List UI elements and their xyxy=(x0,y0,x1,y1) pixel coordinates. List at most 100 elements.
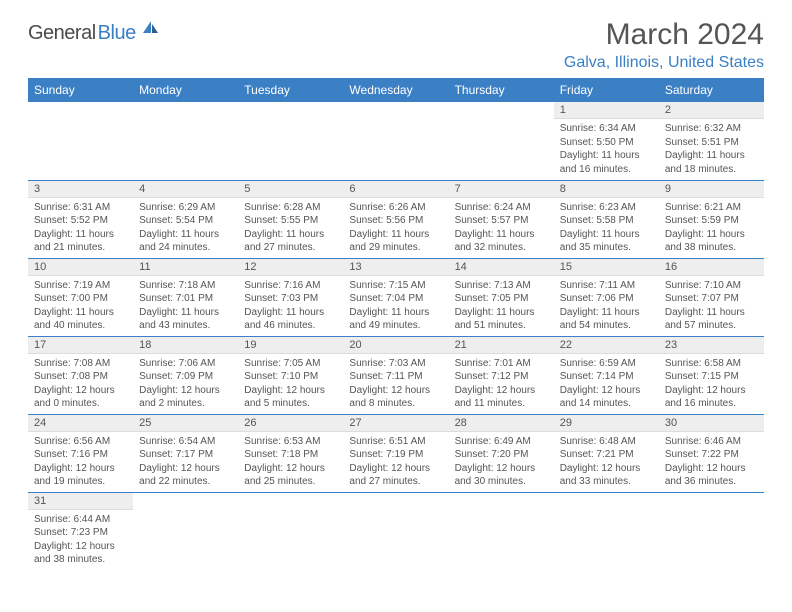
day-content: Sunrise: 6:49 AMSunset: 7:20 PMDaylight:… xyxy=(449,432,554,492)
calendar-day-cell: 16Sunrise: 7:10 AMSunset: 7:07 PMDayligh… xyxy=(659,258,764,336)
sunset-line: Sunset: 7:01 PM xyxy=(139,292,232,306)
sunrise-line: Sunrise: 6:28 AM xyxy=(244,201,337,215)
sunset-line: Sunset: 7:03 PM xyxy=(244,292,337,306)
day-number: 6 xyxy=(343,181,448,198)
header: GeneralBlue March 2024 Galva, Illinois, … xyxy=(28,18,764,72)
calendar-row: 3Sunrise: 6:31 AMSunset: 5:52 PMDaylight… xyxy=(28,180,764,258)
sunset-line: Sunset: 7:07 PM xyxy=(665,292,758,306)
logo-text-blue: Blue xyxy=(98,22,136,45)
day-content: Sunrise: 7:11 AMSunset: 7:06 PMDaylight:… xyxy=(554,276,659,336)
sunrise-line: Sunrise: 6:59 AM xyxy=(560,357,653,371)
calendar-day-cell: 29Sunrise: 6:48 AMSunset: 7:21 PMDayligh… xyxy=(554,414,659,492)
location: Galva, Illinois, United States xyxy=(564,54,764,72)
calendar-day-cell: 2Sunrise: 6:32 AMSunset: 5:51 PMDaylight… xyxy=(659,102,764,180)
day-content: Sunrise: 6:29 AMSunset: 5:54 PMDaylight:… xyxy=(133,198,238,258)
day-number: 8 xyxy=(554,181,659,198)
day-number: 22 xyxy=(554,337,659,354)
day-number: 1 xyxy=(554,102,659,119)
day-number: 11 xyxy=(133,259,238,276)
weekday-header: Friday xyxy=(554,78,659,102)
daylight-line: Daylight: 11 hours and 18 minutes. xyxy=(665,149,758,176)
calendar-day-cell: 13Sunrise: 7:15 AMSunset: 7:04 PMDayligh… xyxy=(343,258,448,336)
sunset-line: Sunset: 7:23 PM xyxy=(34,526,127,540)
calendar-day-cell: 17Sunrise: 7:08 AMSunset: 7:08 PMDayligh… xyxy=(28,336,133,414)
day-number: 29 xyxy=(554,415,659,432)
calendar-day-cell: 1Sunrise: 6:34 AMSunset: 5:50 PMDaylight… xyxy=(554,102,659,180)
day-content: Sunrise: 7:16 AMSunset: 7:03 PMDaylight:… xyxy=(238,276,343,336)
calendar-empty-cell xyxy=(343,102,448,180)
sunset-line: Sunset: 7:04 PM xyxy=(349,292,442,306)
day-content: Sunrise: 6:59 AMSunset: 7:14 PMDaylight:… xyxy=(554,354,659,414)
day-content: Sunrise: 7:19 AMSunset: 7:00 PMDaylight:… xyxy=(28,276,133,336)
day-number: 17 xyxy=(28,337,133,354)
sunset-line: Sunset: 7:19 PM xyxy=(349,448,442,462)
day-number: 9 xyxy=(659,181,764,198)
day-content: Sunrise: 7:13 AMSunset: 7:05 PMDaylight:… xyxy=(449,276,554,336)
daylight-line: Daylight: 12 hours and 8 minutes. xyxy=(349,384,442,411)
sunset-line: Sunset: 5:52 PM xyxy=(34,214,127,228)
sunset-line: Sunset: 5:54 PM xyxy=(139,214,232,228)
calendar-day-cell: 6Sunrise: 6:26 AMSunset: 5:56 PMDaylight… xyxy=(343,180,448,258)
sunset-line: Sunset: 7:10 PM xyxy=(244,370,337,384)
day-number: 18 xyxy=(133,337,238,354)
calendar-day-cell: 8Sunrise: 6:23 AMSunset: 5:58 PMDaylight… xyxy=(554,180,659,258)
day-content: Sunrise: 6:23 AMSunset: 5:58 PMDaylight:… xyxy=(554,198,659,258)
sunrise-line: Sunrise: 6:24 AM xyxy=(455,201,548,215)
month-title: March 2024 xyxy=(564,18,764,52)
sunrise-line: Sunrise: 6:48 AM xyxy=(560,435,653,449)
day-content: Sunrise: 7:10 AMSunset: 7:07 PMDaylight:… xyxy=(659,276,764,336)
sunrise-line: Sunrise: 7:16 AM xyxy=(244,279,337,293)
weekday-header: Wednesday xyxy=(343,78,448,102)
daylight-line: Daylight: 11 hours and 43 minutes. xyxy=(139,306,232,333)
day-content: Sunrise: 7:05 AMSunset: 7:10 PMDaylight:… xyxy=(238,354,343,414)
calendar-day-cell: 20Sunrise: 7:03 AMSunset: 7:11 PMDayligh… xyxy=(343,336,448,414)
day-number: 10 xyxy=(28,259,133,276)
day-number: 14 xyxy=(449,259,554,276)
daylight-line: Daylight: 12 hours and 38 minutes. xyxy=(34,540,127,567)
day-number: 4 xyxy=(133,181,238,198)
day-content: Sunrise: 6:32 AMSunset: 5:51 PMDaylight:… xyxy=(659,119,764,179)
calendar-row: 17Sunrise: 7:08 AMSunset: 7:08 PMDayligh… xyxy=(28,336,764,414)
calendar-day-cell: 10Sunrise: 7:19 AMSunset: 7:00 PMDayligh… xyxy=(28,258,133,336)
sunrise-line: Sunrise: 6:34 AM xyxy=(560,122,653,136)
sunrise-line: Sunrise: 7:01 AM xyxy=(455,357,548,371)
sunrise-line: Sunrise: 6:58 AM xyxy=(665,357,758,371)
daylight-line: Daylight: 11 hours and 40 minutes. xyxy=(34,306,127,333)
daylight-line: Daylight: 12 hours and 11 minutes. xyxy=(455,384,548,411)
day-content: Sunrise: 7:06 AMSunset: 7:09 PMDaylight:… xyxy=(133,354,238,414)
calendar-empty-cell xyxy=(238,102,343,180)
daylight-line: Daylight: 12 hours and 19 minutes. xyxy=(34,462,127,489)
sunset-line: Sunset: 7:15 PM xyxy=(665,370,758,384)
day-content: Sunrise: 6:31 AMSunset: 5:52 PMDaylight:… xyxy=(28,198,133,258)
sunrise-line: Sunrise: 7:13 AM xyxy=(455,279,548,293)
day-number: 28 xyxy=(449,415,554,432)
day-number: 16 xyxy=(659,259,764,276)
daylight-line: Daylight: 12 hours and 16 minutes. xyxy=(665,384,758,411)
daylight-line: Daylight: 12 hours and 14 minutes. xyxy=(560,384,653,411)
weekday-header: Saturday xyxy=(659,78,764,102)
day-number: 2 xyxy=(659,102,764,119)
calendar-day-cell: 3Sunrise: 6:31 AMSunset: 5:52 PMDaylight… xyxy=(28,180,133,258)
weekday-header-row: SundayMondayTuesdayWednesdayThursdayFrid… xyxy=(28,78,764,102)
sunrise-line: Sunrise: 6:46 AM xyxy=(665,435,758,449)
sunrise-line: Sunrise: 6:23 AM xyxy=(560,201,653,215)
day-number: 5 xyxy=(238,181,343,198)
day-number: 20 xyxy=(343,337,448,354)
sunrise-line: Sunrise: 7:11 AM xyxy=(560,279,653,293)
calendar-row: 10Sunrise: 7:19 AMSunset: 7:00 PMDayligh… xyxy=(28,258,764,336)
calendar-day-cell: 18Sunrise: 7:06 AMSunset: 7:09 PMDayligh… xyxy=(133,336,238,414)
sunset-line: Sunset: 7:18 PM xyxy=(244,448,337,462)
day-content: Sunrise: 6:24 AMSunset: 5:57 PMDaylight:… xyxy=(449,198,554,258)
calendar-day-cell: 5Sunrise: 6:28 AMSunset: 5:55 PMDaylight… xyxy=(238,180,343,258)
weekday-header: Monday xyxy=(133,78,238,102)
day-content: Sunrise: 7:01 AMSunset: 7:12 PMDaylight:… xyxy=(449,354,554,414)
day-content: Sunrise: 6:48 AMSunset: 7:21 PMDaylight:… xyxy=(554,432,659,492)
day-number: 15 xyxy=(554,259,659,276)
calendar-day-cell: 21Sunrise: 7:01 AMSunset: 7:12 PMDayligh… xyxy=(449,336,554,414)
sunset-line: Sunset: 7:06 PM xyxy=(560,292,653,306)
day-content: Sunrise: 7:08 AMSunset: 7:08 PMDaylight:… xyxy=(28,354,133,414)
calendar-row: 24Sunrise: 6:56 AMSunset: 7:16 PMDayligh… xyxy=(28,414,764,492)
sunset-line: Sunset: 7:09 PM xyxy=(139,370,232,384)
calendar-empty-cell xyxy=(659,492,764,570)
calendar-empty-cell xyxy=(238,492,343,570)
